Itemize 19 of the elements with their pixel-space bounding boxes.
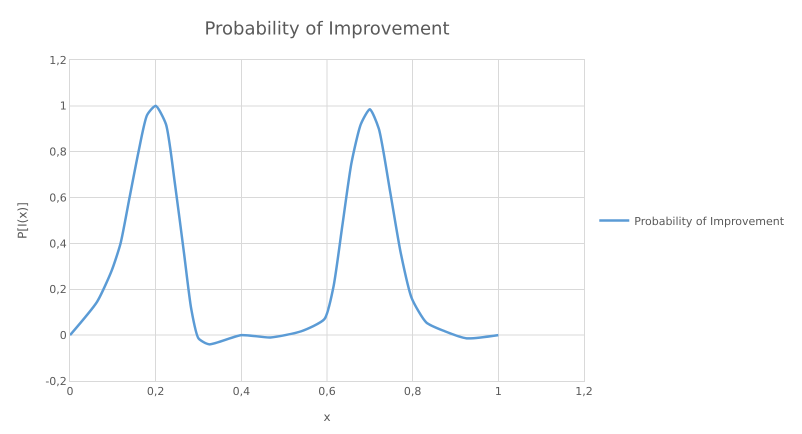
y-tick-label: 0,2	[49, 283, 67, 296]
x-tick-label: 0,6	[318, 385, 336, 398]
x-tick-label: 0,2	[146, 385, 164, 398]
x-tick-label: 1	[494, 385, 502, 398]
y-tick-label: 1	[60, 100, 67, 113]
y-tick-label: 1,2	[49, 54, 67, 67]
y-tick-label: -0,2	[45, 374, 67, 388]
y-tick-label: 0,6	[49, 191, 67, 204]
legend-label: Probability of Improvement	[634, 214, 785, 228]
x-axis-title: x	[323, 410, 331, 424]
y-axis-title: P[I(x)]	[16, 202, 30, 239]
line-series	[70, 104, 500, 346]
y-tick-label: 0	[60, 328, 67, 342]
y-tick-label: 0,4	[49, 237, 67, 250]
x-tick-label: 0,8	[404, 385, 422, 398]
x-tick-label: 1,2	[575, 385, 593, 398]
x-tick-label: 0,4	[232, 385, 250, 398]
chart-title: Probability of Improvement	[204, 18, 450, 40]
y-tick-label: 0,8	[49, 146, 67, 159]
